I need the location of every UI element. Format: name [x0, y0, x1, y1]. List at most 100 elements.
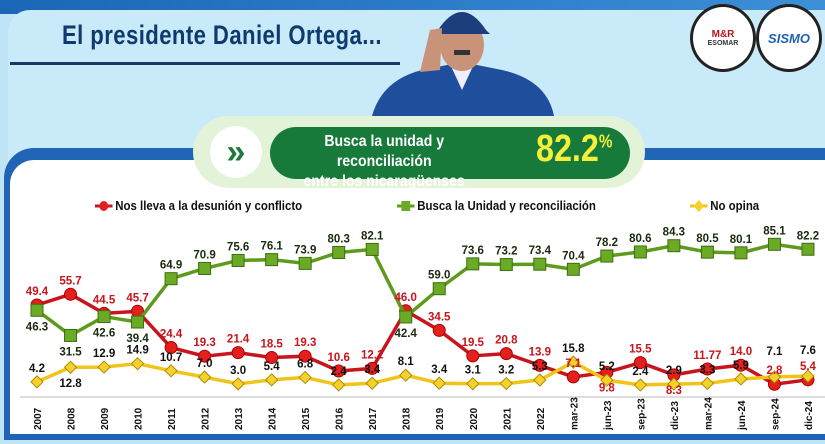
- data-label: 12.9: [93, 348, 115, 360]
- data-label: 10.7: [160, 352, 182, 364]
- highlight-text: Busca la unidad y reconciliación entre l…: [283, 132, 485, 192]
- legend-label: Nos lleva a la desunión y conflicto: [115, 198, 303, 213]
- data-point-no-opina: [399, 368, 413, 382]
- data-label: 73.6: [462, 245, 484, 257]
- data-label: 70.9: [193, 249, 215, 261]
- legend-square-marker-icon: [397, 200, 415, 211]
- series-line-0: [36, 292, 809, 387]
- data-point-desunion: [566, 370, 580, 384]
- data-label: 5.9: [733, 360, 749, 372]
- data-label: 19.3: [193, 337, 215, 349]
- data-label: 2.4: [331, 366, 348, 378]
- data-point-desunion: [298, 349, 312, 363]
- data-point-desunion: [265, 351, 279, 365]
- sismo-logo: SISMO: [756, 4, 822, 72]
- data-point-unidad: [767, 237, 781, 251]
- data-label: 80.6: [629, 233, 651, 245]
- data-point-desunion: [64, 287, 78, 301]
- data-point-desunion: [734, 358, 748, 372]
- data-point-no-opina: [600, 373, 614, 387]
- data-point-no-opina: [97, 360, 111, 374]
- data-label: 12.1: [361, 349, 384, 361]
- legend-circle-marker-icon: [95, 200, 113, 211]
- data-point-unidad: [298, 256, 312, 270]
- data-label: 5.3: [532, 361, 548, 373]
- series-line-2: [36, 360, 809, 387]
- data-label: 84.3: [663, 227, 685, 239]
- data-point-desunion: [432, 323, 446, 337]
- data-label: 15.5: [629, 344, 652, 356]
- data-label: 59.0: [428, 270, 450, 282]
- data-point-unidad: [633, 245, 647, 259]
- data-label: 31.5: [59, 346, 82, 358]
- data-label: 14.0: [730, 346, 752, 358]
- data-label: 10.6: [327, 352, 349, 364]
- data-point-unidad: [131, 315, 145, 329]
- x-tick-label: 2013: [234, 407, 245, 430]
- data-point-desunion: [466, 349, 480, 363]
- data-point-unidad: [432, 282, 446, 296]
- data-label: 19.3: [294, 337, 316, 349]
- x-tick-label: 2014: [268, 407, 279, 430]
- data-point-unidad: [734, 246, 748, 260]
- data-point-no-opina: [566, 355, 581, 369]
- data-point-desunion: [332, 364, 346, 378]
- data-label: 15.8: [562, 343, 585, 355]
- x-tick-label: mar-23: [569, 397, 580, 430]
- data-label: 2.8: [766, 365, 783, 377]
- data-label: 44.5: [93, 294, 116, 306]
- x-tick-label: 2011: [167, 408, 178, 430]
- data-label: 18.5: [260, 339, 283, 351]
- x-tick-label: 2008: [67, 407, 78, 430]
- data-point-no-opina: [667, 377, 681, 391]
- data-label: 4.2: [29, 363, 45, 375]
- data-point-desunion: [499, 347, 513, 361]
- highlight-line1: Busca la unidad y reconciliación: [324, 133, 445, 170]
- x-tick-label: 2007: [33, 407, 44, 430]
- data-point-no-opina: [499, 376, 513, 391]
- data-label: 46.3: [26, 321, 48, 333]
- x-tick-label: 2021: [502, 407, 513, 430]
- x-tick-label: dic-23: [670, 401, 681, 430]
- data-point-unidad: [231, 253, 245, 267]
- legend-item-desunion: Nos lleva a la desunión y conflicto: [95, 198, 302, 213]
- data-label: 85.1: [763, 225, 786, 237]
- x-tick-label: sep-23: [636, 398, 647, 430]
- data-label: 3.3: [699, 364, 715, 376]
- data-point-unidad: [533, 257, 547, 271]
- data-point-no-opina: [466, 377, 480, 391]
- data-point-no-opina: [298, 370, 312, 385]
- x-tick-label: jun-24: [737, 400, 748, 431]
- data-point-no-opina: [533, 373, 547, 387]
- x-tick-label: 2017: [368, 407, 379, 430]
- data-point-unidad: [499, 258, 513, 272]
- data-label: 7.0: [197, 358, 213, 370]
- data-point-no-opina: [432, 376, 446, 390]
- x-tick-label: 2015: [301, 407, 312, 430]
- x-tick-label: sep-24: [770, 398, 781, 430]
- data-label: 34.5: [428, 311, 451, 323]
- data-point-no-opina: [365, 376, 379, 390]
- data-label: 73.2: [495, 246, 517, 258]
- data-point-unidad: [399, 310, 413, 324]
- data-point-unidad: [667, 239, 681, 253]
- data-point-no-opina: [231, 377, 245, 391]
- page-title: El presidente Daniel Ortega...: [62, 20, 382, 50]
- x-tick-label: 2019: [435, 407, 446, 430]
- data-point-desunion: [365, 361, 379, 375]
- data-label: 5.2: [599, 361, 615, 373]
- data-point-no-opina: [734, 372, 748, 386]
- double-chevron-right-icon: »: [210, 126, 262, 178]
- highlight-number: 82.2: [536, 128, 599, 170]
- data-label: 75.6: [227, 241, 249, 253]
- highlight-pill: [270, 127, 630, 179]
- data-point-no-opina: [801, 369, 815, 383]
- data-label: 19.5: [462, 337, 485, 349]
- legend-label: No opina: [710, 198, 760, 213]
- data-label: 46.0: [395, 292, 417, 304]
- data-label: 80.1: [730, 234, 753, 246]
- data-label: 3.4: [431, 364, 448, 376]
- data-label: 76.1: [260, 241, 283, 253]
- data-label: 6.8: [297, 358, 314, 370]
